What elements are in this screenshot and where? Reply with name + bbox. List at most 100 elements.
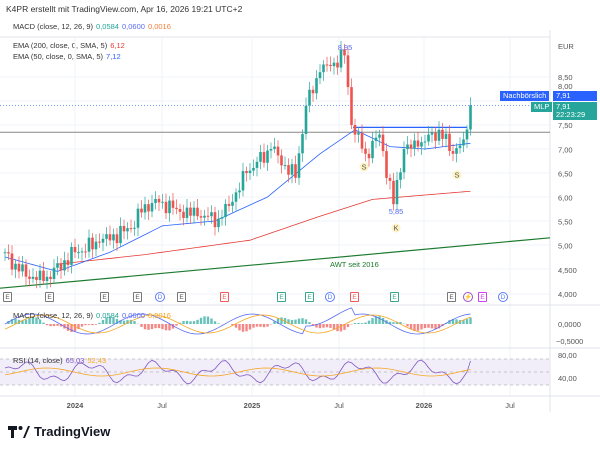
- legend-macd[interactable]: MACD (close, 12, 26, 9) 0,0584 0,0600 0,001…: [10, 22, 171, 31]
- candle-body: [416, 140, 420, 147]
- macd-histogram-bar: [406, 324, 409, 327]
- earnings-event-icon[interactable]: E: [177, 292, 186, 302]
- macd-histogram-bar: [94, 324, 98, 325]
- earnings-event-icon[interactable]: E: [350, 292, 359, 302]
- macd-histogram-bar: [42, 322, 45, 324]
- after-hours-price: 7,91: [553, 91, 597, 101]
- candle-body: [318, 72, 322, 79]
- candle-body: [336, 62, 339, 68]
- candle-body: [381, 134, 385, 152]
- macd-histogram-bar: [196, 319, 199, 324]
- macd-line: [4, 307, 471, 335]
- price-tick: 5,00: [558, 242, 573, 251]
- macd-histogram-bar: [21, 320, 24, 324]
- candle-body: [154, 198, 157, 203]
- rsi-line: [4, 359, 471, 385]
- earnings-event-icon[interactable]: E: [447, 292, 456, 302]
- macd-histogram-bar: [213, 321, 217, 324]
- macd-histogram-bar: [364, 322, 367, 324]
- macd-histogram-bar: [329, 324, 332, 328]
- price-chart[interactable]: EUR 8,508,00 7,50 7,00 6,50 6,00 5,50 5,00 4,500…: [0, 0, 600, 420]
- earnings-event-icon[interactable]: E: [220, 292, 229, 302]
- candle-body: [343, 49, 346, 56]
- macd-histogram-bar: [294, 319, 297, 324]
- earnings-event-icon[interactable]: E: [277, 292, 286, 302]
- macd-histogram-bar: [98, 322, 101, 324]
- earnings-event-icon[interactable]: E: [478, 292, 487, 302]
- dividend-event-icon[interactable]: D: [325, 292, 335, 302]
- ema50-value: 7,12: [106, 52, 121, 61]
- candle-body: [413, 140, 416, 149]
- macd-histogram-bar: [315, 324, 318, 328]
- candle-body: [287, 165, 290, 175]
- macd-histogram-bar: [388, 321, 392, 324]
- macd-histogram-bar: [28, 318, 31, 324]
- macd-histogram-bar: [378, 316, 381, 324]
- trendline-label: AWT seit 2016: [330, 260, 379, 269]
- earnings-event-icon[interactable]: E: [3, 292, 12, 302]
- macd-histogram-bar: [108, 316, 112, 324]
- candle-body: [315, 78, 318, 94]
- dividend-event-icon[interactable]: D: [498, 292, 508, 302]
- earnings-event-icon[interactable]: E: [45, 292, 54, 302]
- legend-ema50[interactable]: EMA (50, close, 0, SMA, 5) 7,12: [10, 52, 121, 61]
- macd-histogram-bar: [24, 319, 28, 324]
- macd-histogram-bar: [150, 324, 154, 330]
- macd-histogram-bar: [367, 320, 371, 324]
- high-label: 8,95: [338, 43, 353, 52]
- earnings-event-icon[interactable]: E: [133, 292, 142, 302]
- hist-value: 0,0016: [147, 311, 171, 320]
- candle-body: [388, 177, 392, 181]
- macd-histogram-bar: [52, 324, 56, 327]
- candle-body: [241, 171, 245, 191]
- earnings-event-icon[interactable]: E: [390, 292, 399, 302]
- candle-body: [129, 228, 133, 230]
- candle-body: [14, 263, 17, 270]
- macd-histogram-bar: [448, 320, 451, 324]
- hist-value: 0,0016: [147, 22, 171, 31]
- macd-histogram-bar: [192, 321, 196, 324]
- macd-histogram-bar: [38, 319, 42, 324]
- macd-histogram-bar: [119, 320, 122, 324]
- macd-histogram-bar: [182, 321, 185, 324]
- price-tick: 4,500: [558, 266, 577, 275]
- split-event-icon[interactable]: ⚡: [463, 292, 473, 302]
- candle-body: [133, 227, 136, 229]
- candle-body: [31, 276, 35, 279]
- candle-body: [266, 150, 269, 163]
- macd-histogram-bar: [343, 324, 346, 330]
- legend-label: EMA (200, close, 0, SMA, 5): [13, 41, 108, 50]
- legend-ema200[interactable]: EMA (200, close, 0, SMA, 5) 6,12: [10, 41, 125, 50]
- candle-body: [406, 144, 409, 149]
- candle-body: [7, 252, 10, 254]
- price-tick: 5,50: [558, 218, 573, 227]
- rsi-ma-line: [4, 367, 471, 377]
- legend-macd-pane[interactable]: MACD (close, 12, 26, 9) 0,0584 0,0600 0,001…: [10, 311, 171, 320]
- candle-body: [364, 148, 367, 154]
- earnings-event-icon[interactable]: E: [305, 292, 314, 302]
- rsi-value: 65,03: [65, 356, 85, 365]
- macd-tick: −0,5000: [556, 337, 583, 346]
- k-marker: [391, 223, 401, 233]
- legend-rsi-pane[interactable]: RSI (14, close) 65,03 52,43: [10, 356, 106, 365]
- macd-histogram-bar: [91, 324, 94, 326]
- macd-histogram-bar: [462, 320, 465, 324]
- earnings-event-icon[interactable]: E: [100, 292, 109, 302]
- candle-body: [105, 234, 108, 239]
- macd-histogram-bar: [420, 324, 423, 330]
- signal-line: [4, 314, 471, 334]
- macd-histogram-bar: [73, 324, 77, 332]
- macd-histogram-bar: [126, 320, 129, 324]
- candle-body: [122, 225, 126, 232]
- price-tick: 7,00: [558, 145, 573, 154]
- macd-histogram-bar: [304, 319, 308, 324]
- candle-body: [77, 252, 80, 254]
- candle-body: [294, 164, 297, 178]
- candle-body: [255, 161, 259, 168]
- mlp-label: MLP: [531, 102, 553, 112]
- macd-histogram-bar: [122, 320, 126, 324]
- macd-histogram-bar: [66, 324, 70, 331]
- macd-histogram-bar: [357, 322, 360, 324]
- time-tick: Jul: [157, 401, 167, 410]
- dividend-event-icon[interactable]: D: [155, 292, 165, 302]
